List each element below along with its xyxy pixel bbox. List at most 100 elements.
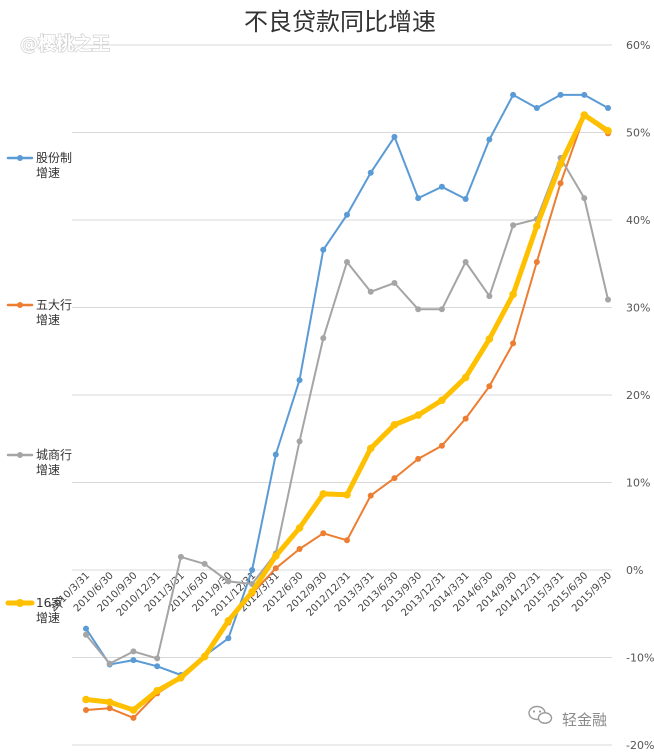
data-point — [414, 411, 422, 419]
y-tick-label: -20% — [626, 739, 654, 752]
data-point — [510, 340, 517, 347]
data-point — [462, 196, 469, 202]
y-axis-ticks: -20% -10% 0% 10% 20% 30% 40% 50% 60% — [626, 39, 654, 752]
data-point — [344, 259, 350, 265]
legend-label: 16家 — [36, 595, 63, 610]
data-point — [486, 383, 493, 390]
data-point — [462, 259, 469, 265]
data-point — [177, 553, 184, 560]
brand-logo: 轻金融 — [528, 705, 607, 729]
data-point — [319, 490, 328, 498]
data-point — [130, 657, 137, 664]
data-point — [580, 111, 589, 119]
data-point — [106, 660, 113, 667]
data-point — [461, 373, 470, 382]
data-point — [486, 136, 493, 143]
legend-label: 增速 — [36, 611, 60, 625]
data-point — [533, 222, 541, 230]
data-point — [556, 160, 565, 168]
data-point — [320, 530, 327, 537]
data-point — [438, 396, 446, 405]
data-point — [486, 293, 493, 300]
legend-marker — [16, 599, 24, 607]
data-point — [533, 105, 540, 111]
series — [83, 112, 611, 721]
y-tick-label: 20% — [626, 389, 650, 402]
data-point — [249, 567, 256, 573]
grid-lines — [72, 44, 612, 746]
legend-label: 增速 — [36, 166, 60, 180]
legend-label: 五大行 — [36, 298, 72, 312]
data-point — [605, 105, 611, 111]
legend-label: 增速 — [36, 463, 60, 477]
data-point — [343, 490, 351, 499]
data-point — [129, 706, 138, 714]
series — [83, 154, 611, 667]
data-point — [83, 625, 89, 632]
data-point — [344, 537, 350, 544]
legend-label: 股份制 — [36, 151, 72, 165]
legend-marker — [17, 155, 23, 161]
data-point — [485, 335, 494, 343]
legend-label: 增速 — [36, 313, 60, 327]
data-point — [415, 455, 422, 462]
data-point — [105, 698, 114, 706]
data-point — [272, 451, 279, 458]
data-point — [462, 415, 469, 422]
series-line — [83, 112, 611, 713]
data-point — [344, 211, 350, 218]
data-point — [391, 280, 398, 286]
data-point — [200, 652, 209, 661]
data-point — [295, 524, 304, 532]
data-point — [248, 588, 256, 596]
data-point — [438, 442, 445, 449]
data-point — [509, 290, 517, 299]
chart-title: 不良贷款同比增速 — [244, 8, 436, 36]
data-point — [367, 492, 374, 499]
data-point — [366, 444, 375, 453]
data-point — [106, 705, 113, 712]
y-tick-label: 60% — [626, 39, 650, 52]
data-point — [320, 246, 327, 253]
data-point — [177, 673, 185, 682]
y-tick-label: -10% — [626, 652, 654, 665]
y-tick-label: 40% — [626, 214, 650, 227]
data-point — [225, 578, 232, 585]
legend-marker — [17, 452, 23, 458]
watermark: @樱桃之王 — [20, 33, 110, 55]
data-point — [367, 288, 374, 295]
data-point — [130, 714, 137, 721]
y-tick-label: 30% — [626, 302, 650, 315]
data-point — [224, 616, 233, 625]
data-point — [581, 195, 588, 202]
wechat-icon — [528, 705, 553, 724]
data-point — [296, 546, 303, 552]
data-point — [438, 306, 445, 313]
data-point — [296, 377, 303, 384]
data-point — [581, 91, 588, 98]
data-point — [272, 552, 280, 560]
data-point — [83, 707, 89, 713]
data-point — [154, 663, 161, 670]
brand-name: 轻金融 — [562, 711, 607, 729]
data-point — [391, 133, 398, 140]
data-point — [225, 635, 232, 642]
data-point — [390, 420, 399, 429]
data-point — [605, 296, 611, 303]
data-point — [296, 438, 303, 445]
data-point — [320, 335, 327, 342]
series-group — [82, 91, 612, 721]
data-point — [82, 695, 90, 704]
data-point — [367, 169, 374, 176]
data-point — [391, 475, 398, 482]
data-point — [557, 180, 564, 187]
data-point — [153, 686, 161, 695]
data-point — [510, 222, 517, 229]
y-tick-label: 10% — [626, 477, 650, 490]
data-point — [272, 565, 279, 572]
